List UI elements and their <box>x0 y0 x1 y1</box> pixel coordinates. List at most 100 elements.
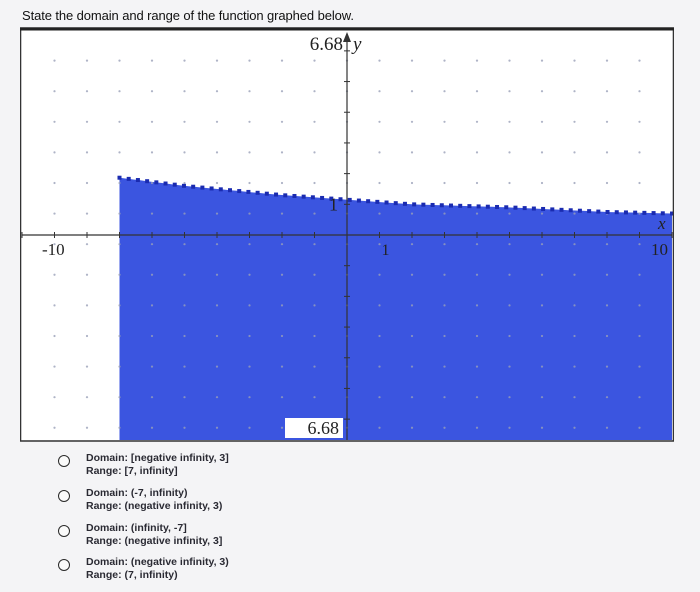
grid-dot <box>378 365 381 368</box>
choice-domain: Domain: (negative infinity, 3) <box>86 556 229 568</box>
grid-dot <box>638 426 641 429</box>
boundary-dot <box>172 182 177 187</box>
grid-dot <box>443 151 446 154</box>
grid-dot <box>475 181 479 185</box>
grid-dot <box>53 426 56 429</box>
grid-dot <box>410 212 414 215</box>
boundary-dot <box>651 211 656 216</box>
grid-dot <box>53 151 56 154</box>
radio-button[interactable] <box>58 490 70 502</box>
radio-button[interactable] <box>58 525 70 537</box>
answer-choice-4[interactable]: Domain: (negative infinity, 3) Range: (7… <box>58 556 458 592</box>
boundary-dot <box>531 206 536 211</box>
boundary-dot <box>384 200 389 205</box>
radio-button[interactable] <box>58 455 70 467</box>
grid-dot <box>248 59 251 62</box>
grid-dot <box>540 59 544 62</box>
grid-dot <box>540 212 544 215</box>
y-axis-arrow <box>343 32 351 42</box>
grid-dot <box>118 396 121 399</box>
grid-dot <box>150 120 154 123</box>
grid-dot <box>248 396 251 399</box>
grid-dot <box>248 90 251 93</box>
boundary-dot <box>135 178 140 183</box>
grid-dot <box>540 243 544 246</box>
grid-dot <box>573 396 576 399</box>
grid-dot <box>540 151 544 154</box>
grid-dot <box>150 304 154 307</box>
grid-dot <box>378 181 381 185</box>
answer-choice-3[interactable]: Domain: (infinity, -7] Range: (negative … <box>58 522 458 558</box>
radio-button[interactable] <box>58 559 70 571</box>
grid-dot <box>53 273 56 276</box>
grid-dot <box>313 273 316 276</box>
grid-dot <box>540 365 544 368</box>
grid-dot <box>508 90 511 93</box>
boundary-dot <box>274 192 279 197</box>
grid-dot <box>53 120 56 123</box>
grid-dot <box>150 151 154 154</box>
grid-dot <box>118 212 121 215</box>
grid-dot <box>150 273 154 276</box>
grid-dot <box>215 273 219 276</box>
grid-dot <box>508 181 511 185</box>
grid-dot <box>443 120 446 123</box>
answer-choice-2[interactable]: Domain: (-7, infinity) Range: (negative … <box>58 487 458 523</box>
grid-dot <box>508 59 511 62</box>
grid-dot <box>540 90 544 93</box>
grid-dot <box>85 334 89 338</box>
grid-dot <box>508 120 511 123</box>
grid-dot <box>378 120 381 123</box>
grid-dot <box>183 426 186 429</box>
boundary-dot <box>458 203 463 208</box>
grid-dot <box>605 243 609 246</box>
grid-dot <box>118 59 121 62</box>
boundary-dot <box>356 198 361 203</box>
grid-dot <box>638 273 641 276</box>
grid-dot <box>475 426 479 429</box>
grid-dot <box>313 120 316 123</box>
grid-dot <box>443 212 446 215</box>
grid-dot <box>280 334 284 338</box>
grid-dot <box>443 426 446 429</box>
grid-dot <box>183 396 186 399</box>
grid-dot <box>605 59 609 62</box>
grid-dot <box>508 212 511 215</box>
answer-choice-1[interactable]: Domain: [negative infinity, 3] Range: [7… <box>58 452 458 488</box>
grid-dot <box>443 90 446 93</box>
choice-range: Range: [7, infinity] <box>86 465 178 477</box>
grid-dot <box>573 90 576 93</box>
grid-dot <box>475 243 479 246</box>
grid-dot <box>378 334 381 338</box>
grid-dot <box>150 396 154 399</box>
grid-dot <box>638 181 641 185</box>
y-min-label: 6.68 <box>308 418 340 438</box>
grid-dot <box>638 212 641 215</box>
grid-dot <box>508 151 511 154</box>
grid-dot <box>248 151 251 154</box>
grid-dot <box>118 365 121 368</box>
grid-dot <box>443 243 446 246</box>
boundary-dot <box>430 202 435 207</box>
x-min-label: -10 <box>42 240 65 259</box>
grid-dot <box>313 304 316 307</box>
grid-dot <box>280 396 284 399</box>
grid-dot <box>313 243 316 246</box>
grid-dot <box>85 212 89 215</box>
grid-dot <box>85 273 89 276</box>
grid-dot <box>85 396 89 399</box>
boundary-dot <box>412 202 417 207</box>
grid-dot <box>540 396 544 399</box>
grid-dot <box>248 212 251 215</box>
grid-dot <box>313 212 316 215</box>
grid-dot <box>215 334 219 338</box>
grid-dot <box>118 304 121 307</box>
grid-dot <box>573 243 576 246</box>
boundary-dot <box>218 187 223 192</box>
grid-dot <box>215 181 219 185</box>
grid-dot <box>605 334 609 338</box>
grid-dot <box>540 304 544 307</box>
boundary-dot <box>522 206 527 211</box>
grid-dot <box>475 273 479 276</box>
grid-dot <box>540 120 544 123</box>
